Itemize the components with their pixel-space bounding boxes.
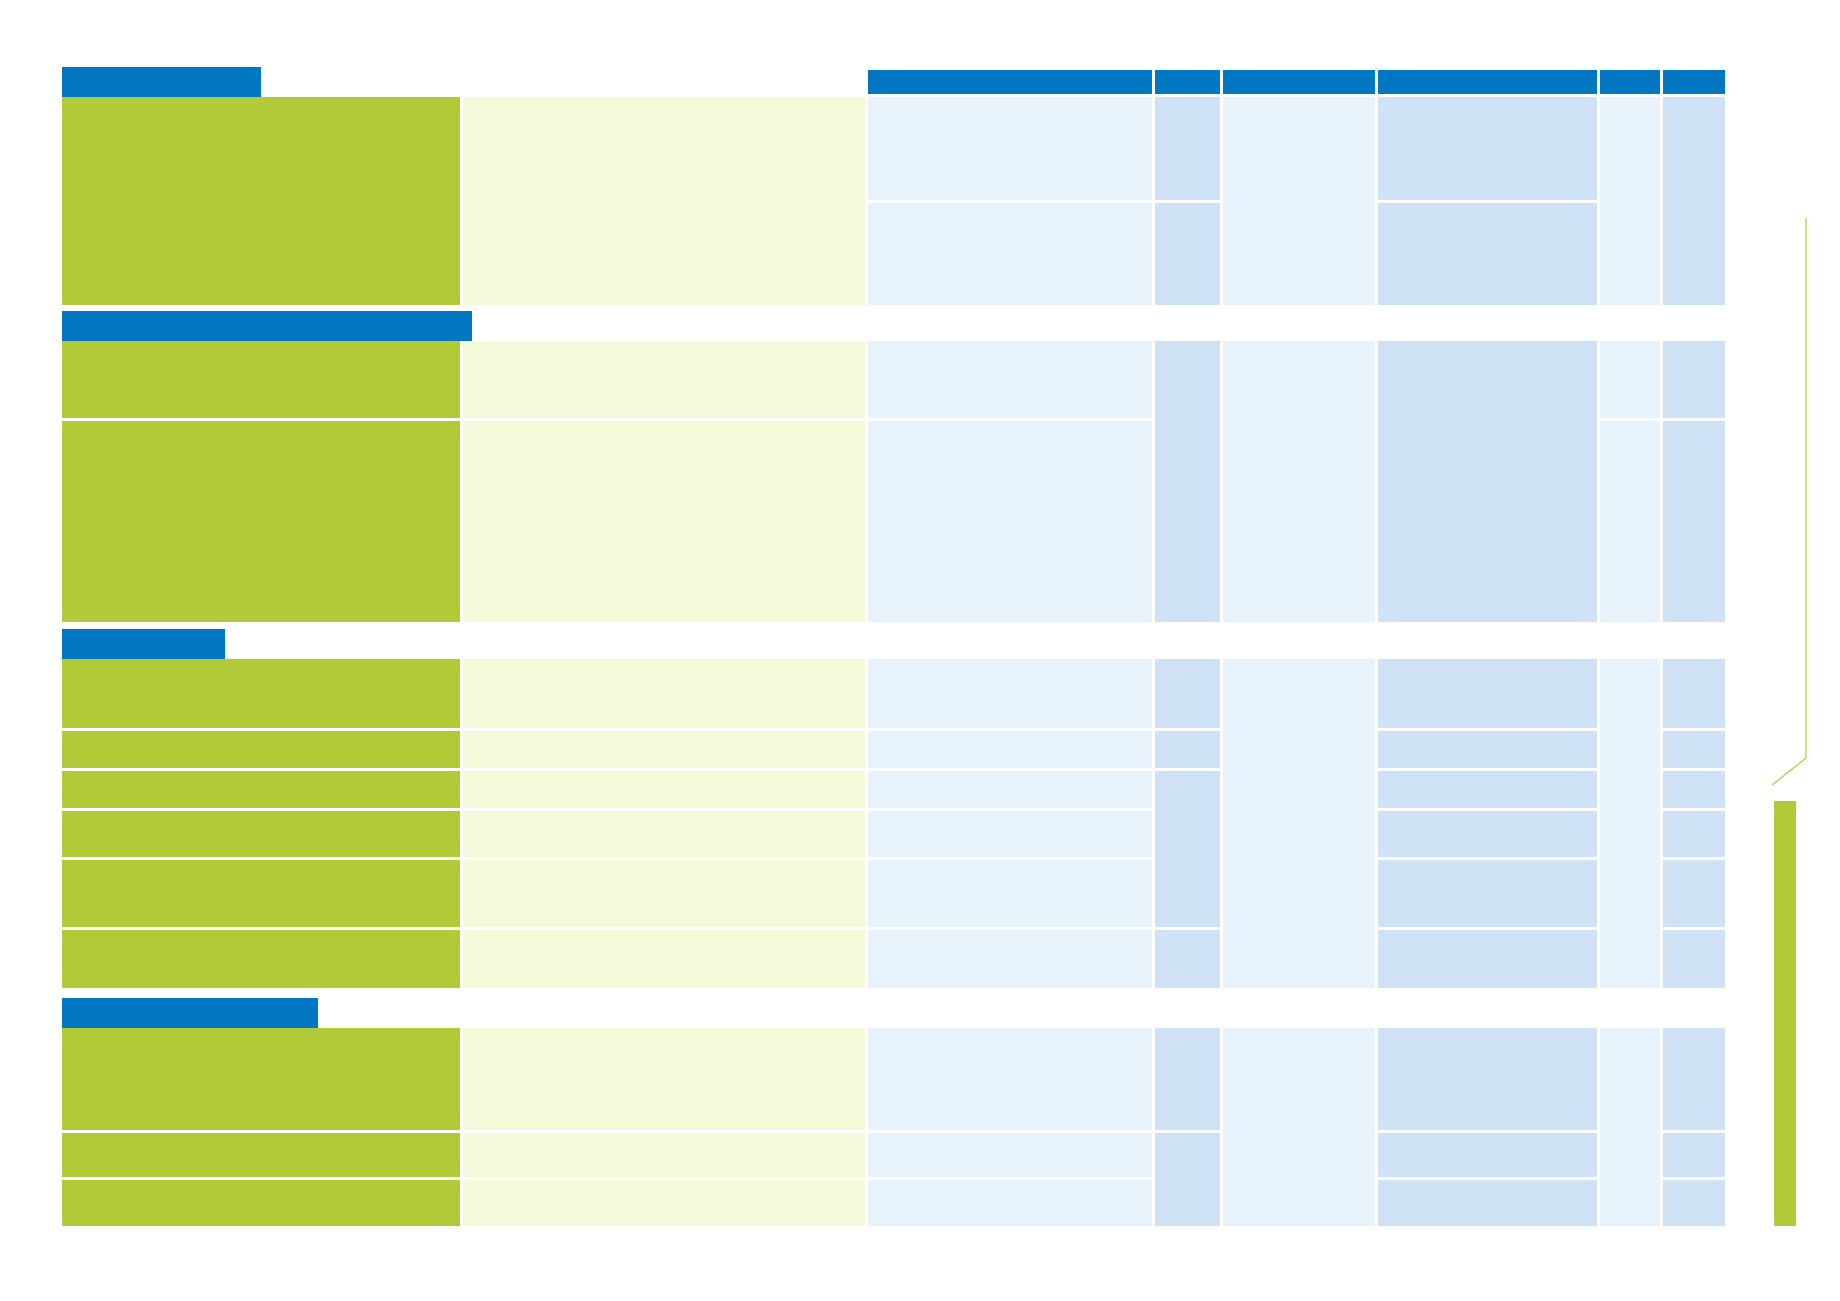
section-2-cell [1223, 341, 1375, 622]
section-4-cell [1663, 1028, 1725, 1130]
section-3-cell [1663, 860, 1725, 927]
section-3-cell [1378, 659, 1597, 728]
section-2-description-cell [463, 421, 865, 622]
section-3-cell [1600, 659, 1660, 988]
column-header-2 [1155, 70, 1220, 94]
section-1-cell [1378, 203, 1597, 305]
section-2-cell [1378, 341, 1597, 622]
section-2-cell [868, 341, 1152, 418]
section-2-cell [1600, 341, 1660, 418]
section-4-cell [1223, 1028, 1375, 1226]
section-3-cell [1378, 930, 1597, 988]
section-1-label-cell [62, 97, 460, 305]
section-3-cell [1155, 930, 1220, 988]
section-3-label-cell [62, 659, 460, 728]
section-title-3 [62, 629, 225, 659]
section-3-cell [1378, 771, 1597, 808]
section-2-label-cell [62, 341, 460, 418]
section-3-cell [1663, 731, 1725, 768]
section-3-cell [868, 659, 1152, 728]
column-header-3 [1223, 70, 1375, 94]
section-1-cell [1378, 97, 1597, 200]
section-4-cell [1663, 1133, 1725, 1177]
section-3-label-cell [62, 811, 460, 857]
section-3-label-cell [62, 930, 460, 988]
section-3-cell [868, 811, 1152, 857]
section-3-cell [1155, 771, 1220, 927]
section-1-cell [868, 203, 1152, 305]
section-3-cell [1155, 659, 1220, 728]
column-header-1 [868, 70, 1152, 94]
section-2-cell [1600, 421, 1660, 622]
section-4-label-cell [62, 1133, 460, 1177]
section-1-cell [1600, 97, 1660, 305]
section-1-cell [1663, 97, 1725, 305]
section-2-cell [1155, 341, 1220, 622]
section-4-cell [1378, 1133, 1597, 1177]
section-2-cell [868, 421, 1152, 622]
section-3-description-cell [463, 860, 865, 927]
section-3-label-cell [62, 731, 460, 768]
section-3-cell [1663, 771, 1725, 808]
section-3-cell [1378, 860, 1597, 927]
section-4-cell [1600, 1028, 1660, 1226]
section-1-description-cell [463, 97, 865, 305]
section-3-cell [1155, 731, 1220, 768]
section-4-cell [868, 1028, 1152, 1130]
section-4-cell [868, 1133, 1152, 1177]
column-header-6 [1663, 70, 1725, 94]
section-4-description-cell [463, 1133, 865, 1177]
section-3-cell [868, 771, 1152, 808]
section-4-label-cell [62, 1028, 460, 1130]
section-3-cell [1378, 731, 1597, 768]
section-3-label-cell [62, 771, 460, 808]
section-2-description-cell [463, 341, 865, 418]
section-4-description-cell [463, 1028, 865, 1130]
section-4-cell [1378, 1028, 1597, 1130]
section-4-description-cell [463, 1180, 865, 1226]
column-header-4 [1378, 70, 1597, 94]
section-3-cell [1663, 659, 1725, 728]
section-2-cell [1663, 341, 1725, 418]
section-3-cell [1378, 811, 1597, 857]
section-3-description-cell [463, 771, 865, 808]
section-3-cell [1663, 811, 1725, 857]
section-4-cell [1378, 1180, 1597, 1226]
section-3-description-cell [463, 731, 865, 768]
side-accent-bar [1774, 801, 1796, 1226]
section-title-4 [62, 998, 318, 1028]
section-3-cell [868, 860, 1152, 927]
section-2-label-cell [62, 421, 460, 622]
section-3-label-cell [62, 860, 460, 927]
section-4-label-cell [62, 1180, 460, 1226]
section-1-cell [1223, 97, 1375, 305]
section-title-1 [62, 67, 261, 97]
section-3-description-cell [463, 811, 865, 857]
section-4-cell [1663, 1180, 1725, 1226]
section-3-cell [1223, 659, 1375, 988]
section-2-cell [1663, 421, 1725, 622]
section-title-2 [62, 311, 472, 341]
section-4-cell [1155, 1028, 1220, 1130]
section-3-description-cell [463, 659, 865, 728]
section-1-cell [1155, 97, 1220, 200]
section-3-description-cell [463, 930, 865, 988]
section-3-cell [1663, 930, 1725, 988]
section-1-cell [1155, 203, 1220, 305]
section-3-cell [868, 731, 1152, 768]
section-4-cell [1155, 1133, 1220, 1226]
column-header-5 [1600, 70, 1660, 94]
section-3-cell [868, 930, 1152, 988]
section-1-cell [868, 97, 1152, 200]
section-4-cell [868, 1180, 1152, 1226]
